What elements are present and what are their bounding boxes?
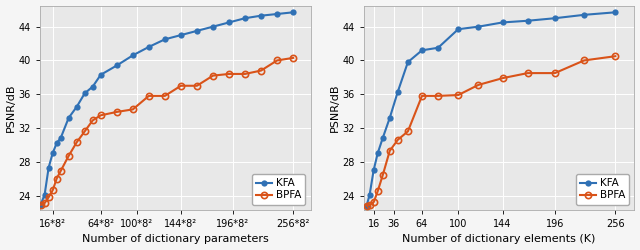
Legend: KFA, BPFA: KFA, BPFA [252,174,305,205]
Legend: KFA, BPFA: KFA, BPFA [576,174,629,205]
BPFA [580,59,588,62]
BPFA [366,203,374,206]
BPFA [454,94,462,96]
Y-axis label: PSNR/dB: PSNR/dB [6,84,15,132]
X-axis label: Number of dictionary parameters: Number of dictionary parameters [82,234,269,244]
Line: BPFA: BPFA [38,55,296,208]
BPFA [241,72,249,76]
KFA [57,136,65,140]
KFA [289,11,297,14]
KFA [41,193,49,196]
X-axis label: Number of dictionary elements (K): Number of dictionary elements (K) [403,234,596,244]
BPFA [89,119,97,122]
KFA [145,46,153,48]
KFA [273,12,281,16]
KFA [65,116,72,119]
KFA [524,19,532,22]
KFA [435,46,442,49]
BPFA [370,201,378,204]
BPFA [41,202,49,204]
BPFA [394,138,402,141]
Line: KFA: KFA [364,9,618,209]
KFA [379,136,387,140]
KFA [36,203,44,206]
BPFA [36,203,44,206]
Line: BPFA: BPFA [364,53,618,209]
BPFA [193,84,201,87]
BPFA [161,94,169,98]
KFA [404,60,412,64]
KFA [580,13,588,16]
KFA [193,30,201,32]
KFA [225,21,233,24]
KFA [386,116,394,119]
BPFA [551,72,559,74]
KFA [374,152,381,155]
KFA [611,11,619,14]
BPFA [363,204,371,207]
KFA [97,73,104,76]
KFA [129,54,136,57]
KFA [551,17,559,20]
BPFA [129,108,136,111]
BPFA [49,189,56,192]
KFA [113,64,120,67]
KFA [81,92,88,95]
BPFA [289,56,297,59]
KFA [89,85,97,88]
KFA [177,34,185,36]
BPFA [209,74,217,77]
BPFA [386,149,394,152]
BPFA [65,154,72,157]
BPFA [145,94,153,98]
BPFA [374,190,381,193]
BPFA [53,177,61,180]
Y-axis label: PSNR/dB: PSNR/dB [330,84,339,132]
KFA [241,17,249,20]
BPFA [81,130,88,133]
KFA [474,25,482,28]
BPFA [113,110,120,114]
BPFA [177,84,185,87]
KFA [53,142,61,145]
BPFA [611,55,619,58]
BPFA [57,170,65,172]
KFA [73,105,81,108]
BPFA [73,141,81,144]
BPFA [474,84,482,86]
BPFA [225,72,233,76]
KFA [257,14,265,17]
KFA [370,169,378,172]
BPFA [257,69,265,72]
KFA [49,152,56,155]
KFA [418,49,426,52]
BPFA [379,174,387,177]
BPFA [418,94,426,98]
KFA [499,21,506,24]
BPFA [499,77,506,80]
BPFA [435,94,442,98]
KFA [366,193,374,196]
BPFA [404,130,412,133]
KFA [394,90,402,93]
BPFA [273,59,281,62]
KFA [161,38,169,41]
BPFA [45,196,52,199]
BPFA [97,114,104,117]
KFA [454,28,462,31]
KFA [45,166,52,169]
KFA [363,204,371,207]
Line: KFA: KFA [38,9,296,208]
BPFA [524,72,532,74]
KFA [209,25,217,28]
